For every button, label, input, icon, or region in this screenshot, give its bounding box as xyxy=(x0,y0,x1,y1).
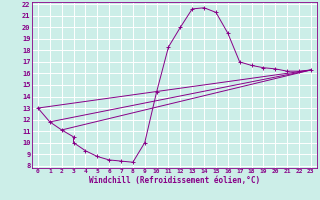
X-axis label: Windchill (Refroidissement éolien,°C): Windchill (Refroidissement éolien,°C) xyxy=(89,176,260,185)
